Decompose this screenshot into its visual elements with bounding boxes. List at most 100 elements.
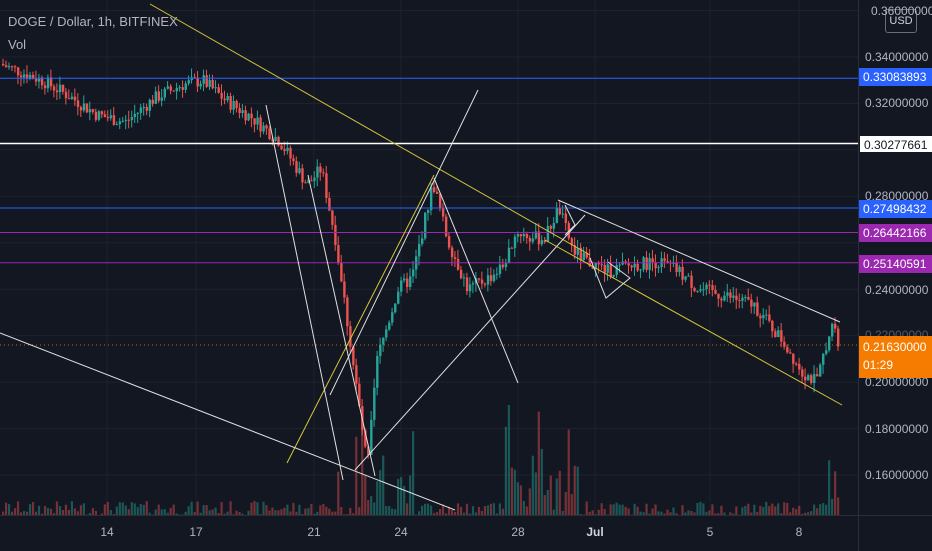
candle-body (684, 276, 686, 279)
time-axis[interactable]: 14 17 21 24 28 Jul 5 8 (0, 515, 858, 551)
candle-body (604, 265, 606, 273)
candle-body (403, 279, 405, 281)
candle-body (487, 275, 489, 284)
yellow-trendline-upper[interactable] (150, 4, 590, 255)
candle-body (562, 214, 564, 215)
candle-body (176, 88, 178, 91)
candle-body (274, 137, 276, 141)
volume-bar (424, 504, 426, 515)
candle-body (23, 74, 25, 77)
candle-body (708, 285, 710, 286)
candle-body (188, 80, 190, 83)
candle-body (466, 278, 468, 292)
yellow-trendline-lower[interactable] (545, 240, 842, 405)
volume-bar (253, 501, 255, 515)
volume-bar (484, 506, 486, 515)
volume-bar (825, 505, 827, 515)
volume-bar (457, 503, 459, 515)
volume-bar (529, 488, 531, 515)
candle-body (750, 300, 752, 307)
white-channel-upper[interactable] (558, 200, 840, 322)
white-line-fall-a[interactable] (266, 105, 343, 480)
candle-body (5, 65, 7, 67)
level-badge[interactable]: 0.33083893 (859, 68, 932, 86)
level-badge[interactable]: 0.30277661 (859, 135, 932, 153)
candle-body (373, 388, 375, 420)
volume-bar (541, 449, 543, 515)
candle-body (732, 296, 734, 298)
last-price-badge[interactable]: 0.21630000 01:29 (859, 336, 932, 378)
candle-body (747, 297, 749, 300)
volume-bar (298, 505, 300, 515)
candle-body (478, 278, 480, 279)
volume-bar (765, 502, 767, 515)
horizontal-levels (0, 78, 858, 262)
white-line-rise-b[interactable] (355, 215, 585, 470)
candle-body (774, 331, 776, 337)
white-trendline-bottom[interactable] (0, 333, 455, 510)
time-label: 28 (511, 525, 524, 539)
volume-bar (601, 503, 603, 515)
volume-bar (837, 497, 839, 515)
candle-body (666, 261, 668, 262)
candle-body (633, 264, 635, 268)
price-tick: 0.18000000 (865, 422, 928, 436)
candle-body (789, 352, 791, 353)
candle-body (86, 104, 88, 113)
candle-body (59, 85, 61, 92)
volume-bar (44, 506, 46, 515)
candle-body (247, 114, 249, 121)
white-line-peak-fall[interactable] (434, 178, 518, 383)
white-line-fall-b[interactable] (308, 175, 375, 476)
candle-body (514, 237, 516, 249)
level-badge[interactable]: 0.27498432 (859, 200, 932, 218)
candle-body (101, 111, 103, 114)
volume-bar (565, 492, 567, 515)
volume-bar (493, 503, 495, 515)
volume-bar (385, 506, 387, 515)
volume-bar (340, 507, 342, 515)
price-chart[interactable] (0, 0, 858, 515)
candle-body (445, 217, 447, 237)
candle-body (454, 257, 456, 259)
volume-bar (777, 503, 779, 515)
yellow-trendline-rising[interactable] (287, 175, 434, 463)
candle-body (295, 161, 297, 173)
volume-bar (699, 502, 701, 515)
volume-bar (430, 506, 432, 515)
volume-bar (358, 507, 360, 515)
candle-body (705, 285, 707, 290)
candle-body (675, 263, 677, 272)
candle-body (331, 210, 333, 224)
candle-body (783, 342, 785, 347)
volume-bar (460, 507, 462, 515)
candle-body (714, 290, 716, 294)
symbol-title[interactable]: DOGE / Dollar, 1h, BITFINEX (8, 14, 178, 29)
candle-body (262, 126, 264, 132)
candle-body (723, 296, 725, 301)
candle-body (259, 118, 261, 132)
volume-bar (577, 467, 579, 515)
candle-body (265, 126, 267, 129)
price-axis[interactable]: USD 0.36000000 0.34000000 0.32000000 0.2… (858, 0, 932, 515)
candle-body (825, 350, 827, 354)
volume-bar (696, 503, 698, 515)
candle-body (828, 336, 830, 350)
volume-bar (382, 456, 384, 515)
candle-body (738, 300, 740, 301)
last-price-value: 0.21630000 (863, 338, 932, 356)
candle-body (616, 265, 618, 275)
candle-body (286, 148, 288, 151)
level-badge[interactable]: 0.25140591 (859, 255, 932, 273)
level-badge[interactable]: 0.26442166 (859, 224, 932, 242)
volume-bar (613, 504, 615, 515)
candle-body (681, 267, 683, 280)
volume-bar (364, 475, 366, 515)
volume-indicator-label[interactable]: Vol (8, 37, 178, 52)
candle-body (795, 364, 797, 365)
volume-bar (762, 507, 764, 515)
candle-body (185, 83, 187, 89)
candle-body (502, 265, 504, 267)
time-label: 24 (394, 525, 407, 539)
candle-body (556, 208, 558, 223)
